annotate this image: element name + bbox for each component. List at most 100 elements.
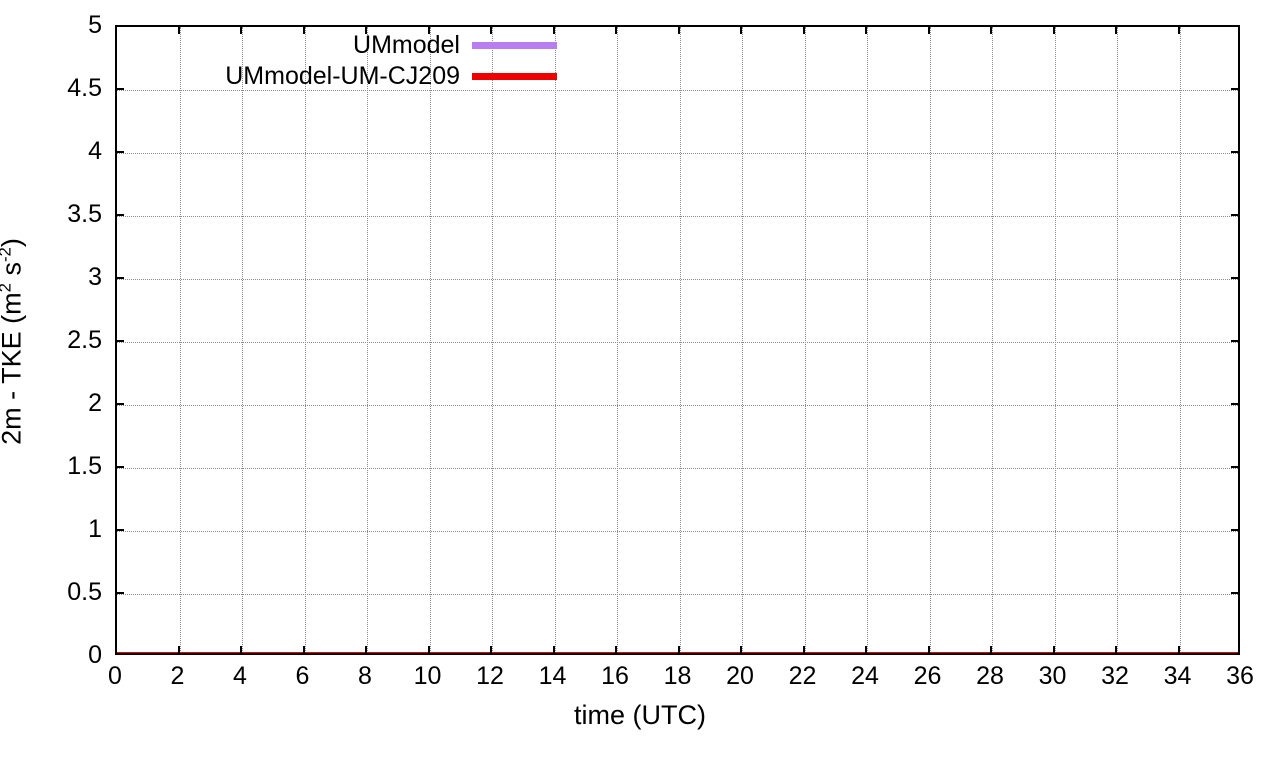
x-axis-tick-label: 26 xyxy=(913,662,942,690)
y-axis-tick xyxy=(1231,151,1240,153)
y-axis-title-middle: s xyxy=(0,262,27,283)
x-axis-tick xyxy=(865,25,867,34)
y-axis-tick xyxy=(115,151,124,153)
chart-legend: UMmodel UMmodel-UM-CJ209 xyxy=(117,30,557,92)
y-axis-tick-label: 5 xyxy=(88,11,102,39)
y-axis-tick xyxy=(1231,88,1240,90)
x-axis-tick xyxy=(615,25,617,34)
x-axis-tick xyxy=(990,646,992,655)
x-axis-tick xyxy=(552,646,555,655)
gridline-horizontal xyxy=(117,342,1238,343)
gridline-vertical xyxy=(867,27,868,653)
y-axis-title-prefix: 2m - TKE (m xyxy=(0,292,27,445)
y-axis-tick xyxy=(115,466,124,468)
x-axis-tick-label: 2 xyxy=(170,662,185,690)
x-axis-tick xyxy=(677,25,680,34)
y-axis-tick xyxy=(1231,592,1240,594)
gridline-horizontal xyxy=(117,216,1238,217)
y-axis-tick xyxy=(1231,214,1240,216)
x-axis-tick xyxy=(865,646,867,655)
x-axis-tick xyxy=(740,646,742,655)
x-axis-tick-label: 10 xyxy=(413,662,442,690)
gridline-vertical xyxy=(492,27,493,653)
x-axis-tick xyxy=(677,646,680,655)
x-axis-tick-label: 16 xyxy=(601,662,629,690)
gridline-horizontal xyxy=(117,90,1238,91)
legend-label-ummodel-um-cj209: UMmodel-UM-CJ209 xyxy=(225,62,460,90)
x-axis-tick xyxy=(927,646,930,655)
y-axis-tick-label: 1 xyxy=(88,515,102,543)
gridline-vertical xyxy=(179,27,181,653)
gridline-vertical xyxy=(804,27,806,653)
x-axis-tick xyxy=(177,25,180,34)
gridline-vertical xyxy=(367,27,368,653)
gridline-horizontal xyxy=(117,279,1238,280)
y-axis-tick xyxy=(1231,277,1240,279)
gridline-vertical xyxy=(1117,27,1118,653)
x-axis-tick xyxy=(740,25,742,34)
x-axis-tick-label: 32 xyxy=(1101,662,1129,690)
y-axis-tick xyxy=(115,88,124,90)
y-axis-tick xyxy=(115,529,124,531)
x-axis-tick xyxy=(177,646,180,655)
x-axis-tick xyxy=(427,646,430,655)
y-axis-tick xyxy=(1231,466,1240,468)
gridline-horizontal xyxy=(117,594,1238,595)
x-axis-tick xyxy=(427,25,430,34)
x-axis-tick xyxy=(927,25,930,34)
legend-item[interactable]: UMmodel xyxy=(117,30,557,61)
x-axis-tick xyxy=(802,646,805,655)
y-axis-tick-label: 3.5 xyxy=(67,200,102,228)
x-axis-tick xyxy=(1115,646,1117,655)
x-axis-tick xyxy=(990,25,992,34)
gridline-vertical xyxy=(1179,27,1181,653)
x-axis-tick xyxy=(802,25,805,34)
gridline-vertical xyxy=(1054,27,1056,653)
x-axis-tick xyxy=(490,25,492,34)
x-axis-tick-label: 24 xyxy=(851,662,879,690)
y-axis-tick xyxy=(1231,403,1240,405)
y-axis-tick xyxy=(1231,340,1240,342)
legend-swatch-ummodel-um-cj209 xyxy=(472,73,557,80)
x-axis-tick xyxy=(552,25,555,34)
x-axis-tick xyxy=(365,25,367,34)
y-axis-tick-label: 3 xyxy=(88,263,102,291)
x-axis-tick-label: 14 xyxy=(538,662,567,690)
x-axis-tick xyxy=(240,25,242,34)
x-axis-title: time (UTC) xyxy=(574,700,706,730)
legend-item[interactable]: UMmodel-UM-CJ209 xyxy=(117,61,557,92)
x-axis-tick-label: 4 xyxy=(233,662,247,690)
y-axis-title-suffix: ) xyxy=(0,238,27,247)
x-axis-tick-label: 18 xyxy=(663,662,692,690)
x-axis-tick xyxy=(1052,646,1055,655)
x-axis-tick xyxy=(1177,646,1180,655)
y-axis-tick xyxy=(115,214,124,216)
gridline-horizontal xyxy=(117,153,1238,154)
gridline-horizontal xyxy=(117,405,1238,406)
x-axis-tick xyxy=(240,646,242,655)
x-axis-tick-label: 30 xyxy=(1038,662,1067,690)
x-axis-tick-label: 22 xyxy=(788,662,817,690)
gridline-vertical xyxy=(742,27,743,653)
plot-area: UMmodel UMmodel-UM-CJ209 xyxy=(115,25,1240,655)
y-axis-tick xyxy=(115,403,124,405)
x-axis-tick-label: 12 xyxy=(476,662,504,690)
gridline-horizontal xyxy=(117,468,1238,469)
y-axis-tick-label: 4 xyxy=(88,137,102,165)
x-axis-tick-label: 20 xyxy=(726,662,754,690)
y-axis-tick-label: 2.5 xyxy=(67,326,102,354)
y-axis-tick xyxy=(1231,529,1240,531)
gridline-vertical xyxy=(617,27,618,653)
gridline-vertical xyxy=(679,27,681,653)
y-axis-tick-label: 0 xyxy=(88,641,102,669)
x-axis-tick xyxy=(1177,25,1180,34)
y-axis-tick-label: 1.5 xyxy=(67,452,102,480)
x-axis-tick-label: 36 xyxy=(1226,662,1254,690)
gridline-vertical xyxy=(304,27,306,653)
y-axis-tick-label: 4.5 xyxy=(67,74,102,102)
gridline-vertical xyxy=(992,27,993,653)
y-axis-tick xyxy=(115,277,124,279)
x-axis-tick-label: 0 xyxy=(108,662,122,690)
x-axis-tick xyxy=(1052,25,1055,34)
legend-swatch-ummodel xyxy=(472,42,557,49)
